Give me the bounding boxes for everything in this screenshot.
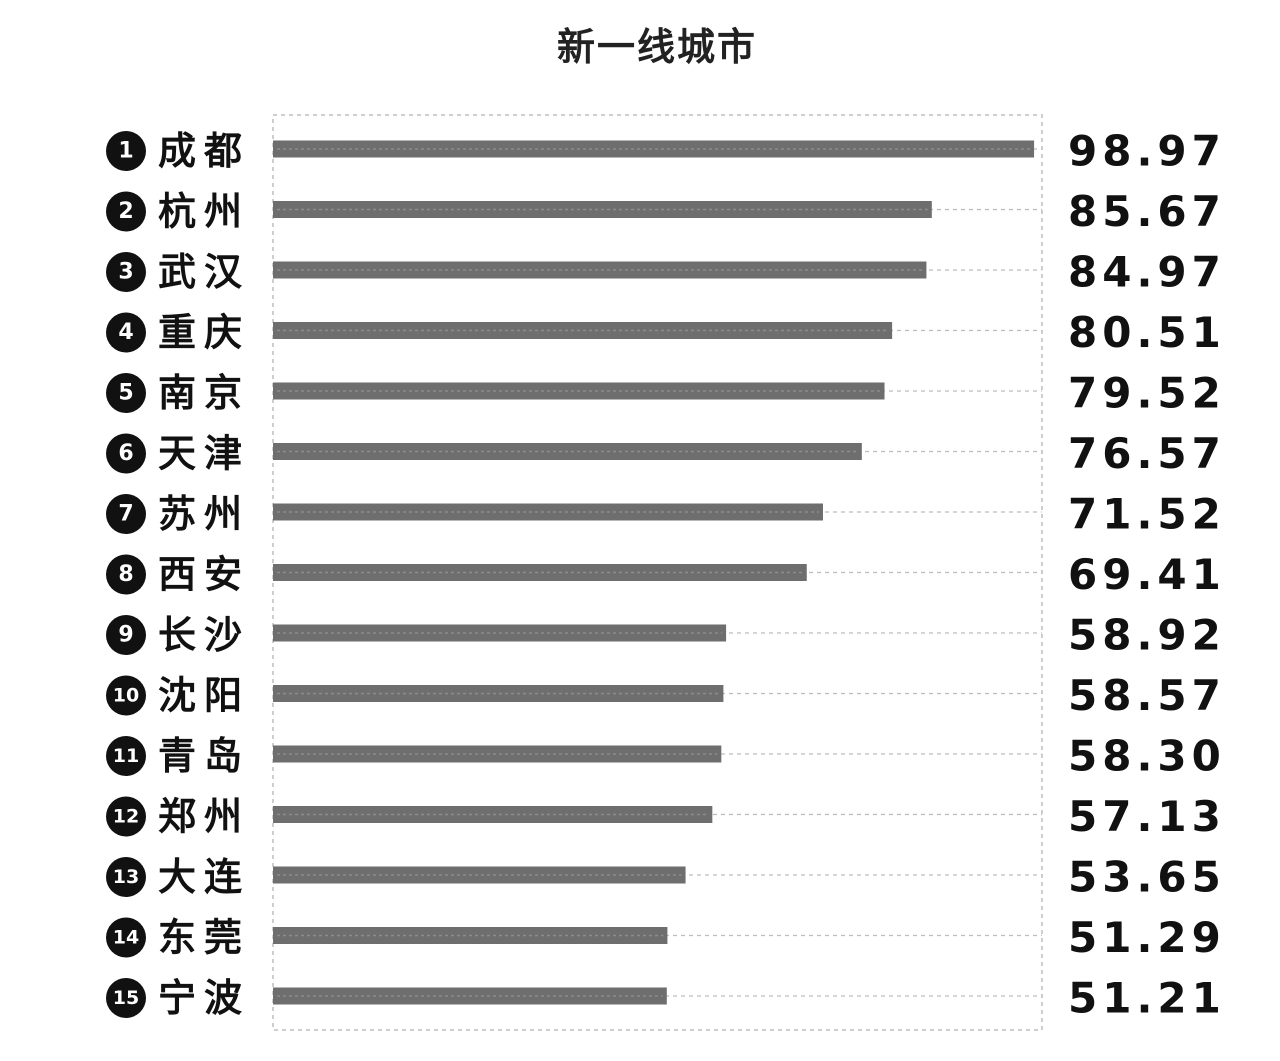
rank-number: 9 <box>118 623 133 648</box>
city-label: 大连 <box>158 855 250 899</box>
city-label: 青岛 <box>158 734 250 778</box>
city-label: 成都 <box>158 129 250 173</box>
city-label: 南京 <box>158 371 250 415</box>
city-label: 东莞 <box>158 916 250 960</box>
bar <box>273 806 713 823</box>
bar <box>273 322 893 339</box>
value-label: 85.67 <box>1068 187 1226 236</box>
value-label: 51.21 <box>1068 974 1226 1023</box>
bar <box>273 261 927 279</box>
rank-badge <box>106 615 146 655</box>
value-label: 58.30 <box>1068 732 1226 781</box>
city-label: 武汉 <box>158 250 250 294</box>
city-label: 沈阳 <box>158 674 250 718</box>
rank-badge <box>106 675 146 716</box>
city-label: 重庆 <box>158 311 250 355</box>
rank-number: 6 <box>118 441 133 466</box>
rank-badge <box>106 131 146 171</box>
rank-number: 3 <box>118 260 133 285</box>
city-label: 杭州 <box>158 190 250 234</box>
rank-number: 14 <box>113 927 139 949</box>
bar <box>273 866 686 884</box>
value-label: 53.65 <box>1068 853 1226 902</box>
rank-number: 5 <box>118 381 133 406</box>
city-label: 天津 <box>158 432 250 476</box>
city-label: 宁波 <box>158 976 250 1020</box>
value-label: 98.97 <box>1068 127 1226 176</box>
city-label: 长沙 <box>158 613 250 657</box>
rank-badge <box>106 736 146 776</box>
rank-badge <box>106 433 146 474</box>
rank-badge <box>106 796 146 837</box>
rank-number: 13 <box>113 866 139 888</box>
value-label: 58.57 <box>1068 671 1226 720</box>
rank-badge <box>106 917 146 958</box>
bar <box>273 564 807 581</box>
rank-number: 8 <box>118 562 133 587</box>
city-label: 郑州 <box>158 795 250 839</box>
bar <box>273 685 724 702</box>
value-label: 84.97 <box>1068 248 1226 297</box>
rank-number: 7 <box>118 502 133 527</box>
value-label: 79.52 <box>1068 369 1226 418</box>
value-label: 71.52 <box>1068 490 1226 539</box>
value-label: 57.13 <box>1068 792 1226 841</box>
chart-title: 新一线城市 <box>556 25 757 69</box>
value-label: 76.57 <box>1068 429 1226 478</box>
rank-badge <box>106 494 146 534</box>
rank-number: 12 <box>113 806 139 828</box>
rank-number: 10 <box>113 685 139 707</box>
bar <box>273 140 1035 158</box>
rank-badge <box>106 373 146 413</box>
rank-badge <box>106 857 146 897</box>
rank-number: 4 <box>118 320 133 345</box>
rank-number: 1 <box>118 139 133 164</box>
rank-badge <box>106 252 146 292</box>
value-label: 58.92 <box>1068 611 1226 660</box>
rank-badge <box>106 554 146 595</box>
rank-number: 15 <box>113 987 139 1009</box>
bar <box>273 745 722 763</box>
rank-badge <box>106 191 146 232</box>
value-label: 69.41 <box>1068 550 1226 599</box>
rank-number: 11 <box>113 745 139 767</box>
value-label: 80.51 <box>1068 308 1226 357</box>
rank-badge <box>106 978 146 1018</box>
city-label: 西安 <box>158 553 250 597</box>
value-label: 51.29 <box>1068 913 1226 962</box>
rank-number: 2 <box>118 199 133 224</box>
rank-badge <box>106 312 146 353</box>
city-label: 苏州 <box>158 492 250 536</box>
